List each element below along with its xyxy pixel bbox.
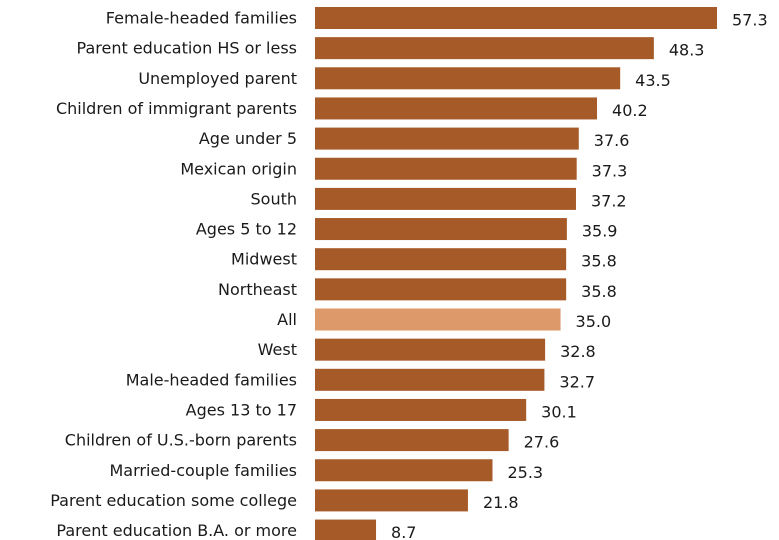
bar-married-couple-families	[315, 459, 493, 482]
bar-northeast	[315, 278, 567, 301]
value-label-male-headed-families: 32.7	[559, 372, 595, 391]
value-label-female-headed-families: 57.3	[732, 11, 768, 30]
value-label-northeast: 35.8	[581, 282, 617, 301]
category-label-parent-education-b-a-or-more: Parent education B.A. or more	[56, 521, 297, 540]
value-labels: 57.3 48.3 43.5 40.2 37.6 37.3 37.2 35.9 35.8 35.8…	[391, 11, 768, 540]
category-label-children-of-u-s-born-parents: Children of U.S.-born parents	[65, 431, 297, 450]
bar-west	[315, 338, 546, 361]
bar-midwest	[315, 248, 567, 271]
bar-age-under-5	[315, 127, 579, 150]
category-label-all: All	[277, 310, 297, 329]
value-label-age-under-5: 37.6	[594, 131, 630, 150]
value-label-south: 37.2	[591, 191, 627, 210]
bar-parent-education-b-a-or-more	[315, 519, 377, 540]
bar-female-headed-families	[315, 7, 717, 29]
value-label-ages-13-to-17: 30.1	[541, 402, 577, 421]
category-label-male-headed-families: Male-headed families	[126, 370, 297, 389]
value-label-mexican-origin: 37.3	[592, 161, 628, 180]
value-label-parent-education-hs-or-less: 48.3	[669, 41, 705, 60]
value-label-unemployed-parent: 43.5	[635, 71, 671, 90]
bar-parent-education-some-college	[315, 489, 468, 512]
bar-children-of-immigrant-parents	[315, 97, 598, 120]
bar-south	[315, 187, 576, 210]
bar-ages-5-to-12	[315, 218, 567, 241]
category-label-south: South	[251, 189, 298, 208]
category-labels: Female-headed families Parent education H…	[50, 9, 297, 540]
bar-ages-13-to-17	[315, 398, 527, 421]
category-label-ages-13-to-17: Ages 13 to 17	[186, 400, 297, 419]
bar-all	[315, 308, 561, 331]
value-label-midwest: 35.8	[581, 252, 617, 271]
value-label-ages-5-to-12: 35.9	[582, 222, 618, 241]
category-label-northeast: Northeast	[218, 280, 297, 299]
bar-parent-education-hs-or-less	[315, 37, 654, 60]
value-label-married-couple-families: 25.3	[507, 463, 543, 482]
value-label-parent-education-b-a-or-more: 8.7	[391, 523, 416, 540]
category-label-unemployed-parent: Unemployed parent	[138, 69, 297, 88]
value-label-all: 35.0	[576, 312, 612, 331]
bar-unemployed-parent	[315, 67, 621, 90]
category-label-ages-5-to-12: Ages 5 to 12	[196, 220, 297, 239]
category-label-married-couple-families: Married-couple families	[110, 461, 298, 480]
value-label-children-of-immigrant-parents: 40.2	[612, 101, 648, 120]
category-label-midwest: Midwest	[231, 250, 297, 269]
category-label-parent-education-some-college: Parent education some college	[50, 491, 297, 510]
category-label-west: West	[258, 340, 297, 359]
value-label-children-of-u-s-born-parents: 27.6	[524, 433, 560, 452]
value-label-west: 32.8	[560, 342, 596, 361]
category-label-parent-education-hs-or-less: Parent education HS or less	[77, 39, 297, 58]
category-label-age-under-5: Age under 5	[199, 129, 297, 148]
bar-mexican-origin	[315, 157, 577, 180]
bar-children-of-u-s-born-parents	[315, 429, 509, 452]
category-label-children-of-immigrant-parents: Children of immigrant parents	[56, 99, 297, 118]
category-label-mexican-origin: Mexican origin	[180, 159, 297, 178]
value-label-parent-education-some-college: 21.8	[483, 493, 519, 512]
bar-male-headed-families	[315, 368, 545, 391]
category-label-female-headed-families: Female-headed families	[106, 9, 297, 28]
bars	[315, 7, 717, 540]
